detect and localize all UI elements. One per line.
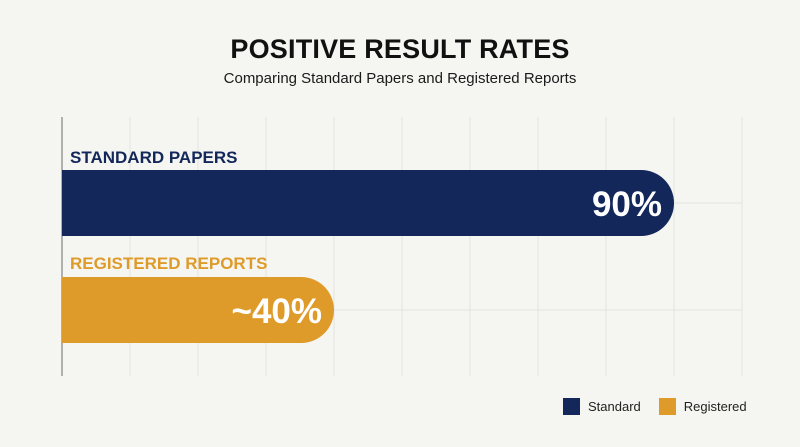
bar-value-label: ~40%: [232, 292, 323, 331]
bar-value-label: 90%: [592, 185, 662, 224]
bar: [62, 170, 674, 236]
legend: Standard Registered: [563, 398, 747, 415]
legend-swatch-standard: [563, 398, 580, 415]
bar: [62, 277, 334, 343]
legend-item-registered: Registered: [658, 398, 747, 415]
chart-title: POSITIVE RESULT RATES: [230, 34, 570, 64]
legend-item-standard: Standard: [563, 398, 641, 415]
legend-label-registered: Registered: [683, 399, 747, 414]
chart-subtitle: Comparing Standard Papers and Registered…: [223, 70, 577, 87]
category-label: STANDARD PAPERS: [70, 148, 238, 167]
category-label: REGISTERED REPORTS: [70, 254, 267, 273]
legend-swatch-registered: [658, 398, 676, 415]
legend-label-standard: Standard: [588, 399, 641, 414]
